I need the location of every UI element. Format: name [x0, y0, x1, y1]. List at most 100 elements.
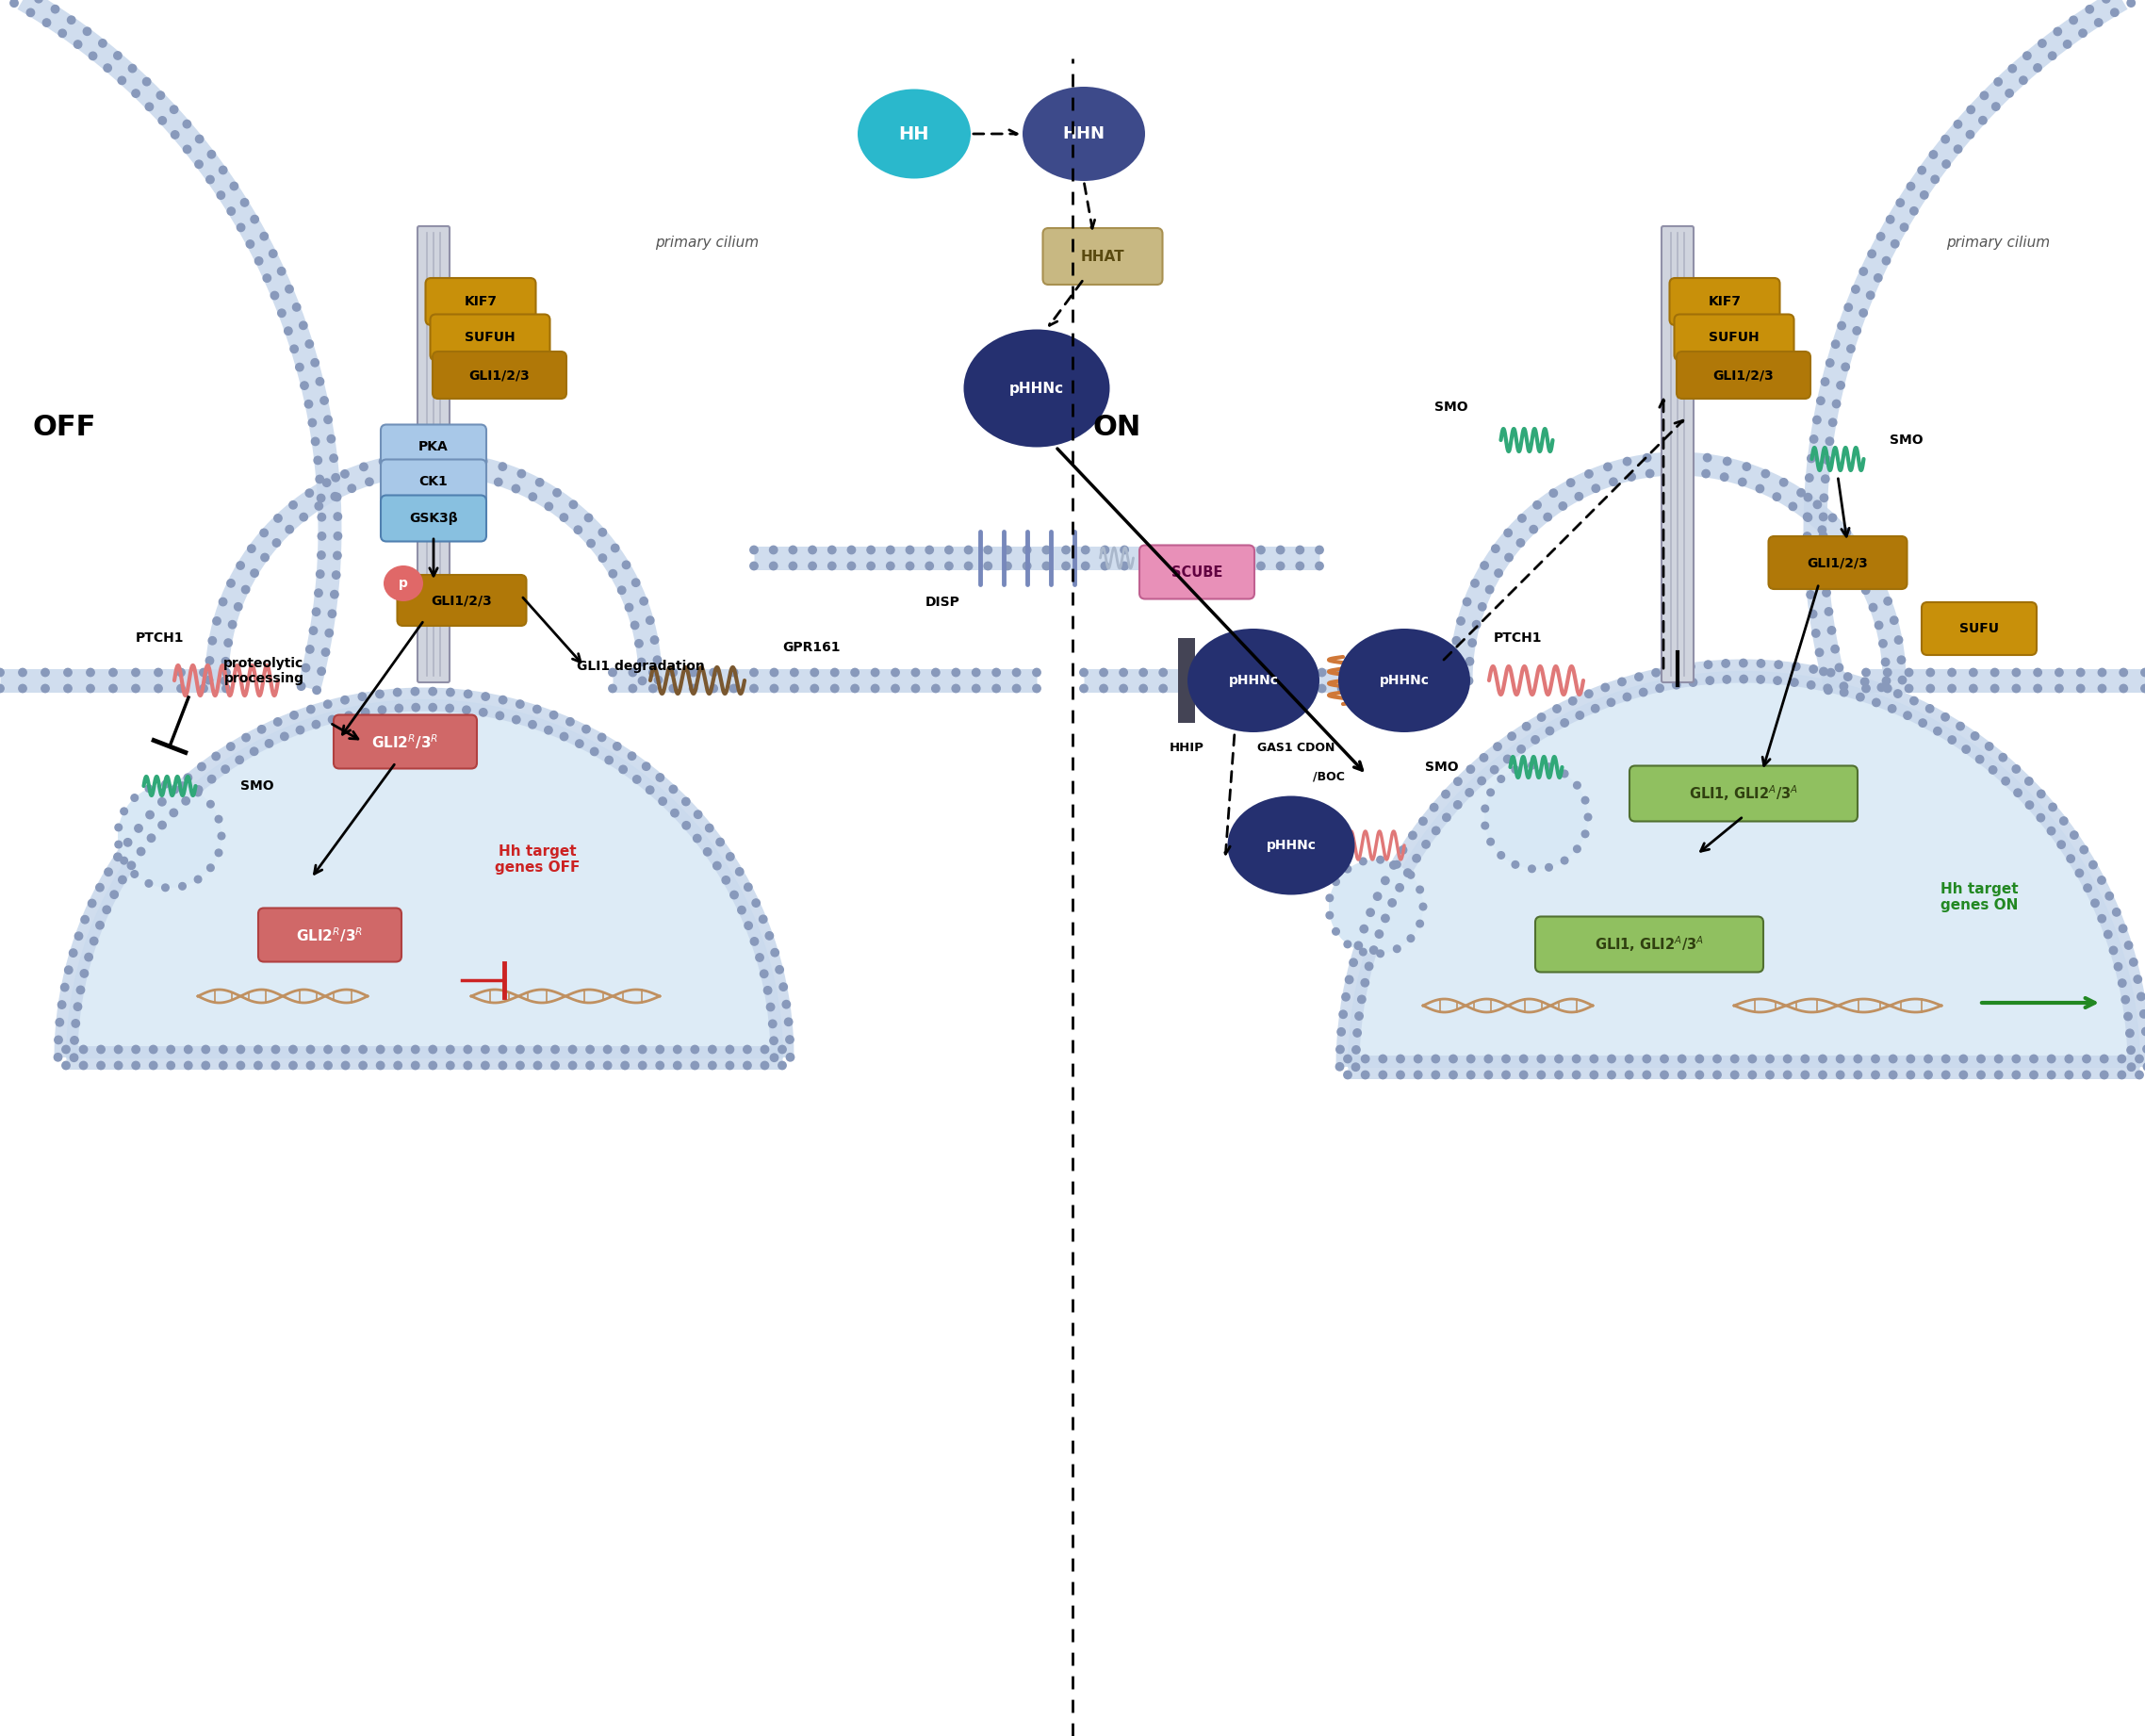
Circle shape — [1806, 474, 1813, 483]
Circle shape — [613, 743, 622, 750]
Circle shape — [828, 545, 837, 554]
Circle shape — [751, 684, 757, 693]
Circle shape — [682, 821, 691, 830]
Circle shape — [650, 668, 656, 677]
Circle shape — [1907, 1071, 1915, 1078]
Circle shape — [751, 562, 757, 569]
Circle shape — [2119, 925, 2128, 932]
Circle shape — [236, 1061, 245, 1069]
Text: DISP: DISP — [924, 595, 959, 609]
Circle shape — [1004, 545, 1012, 554]
Circle shape — [1686, 663, 1695, 670]
Circle shape — [114, 1045, 122, 1054]
Circle shape — [764, 986, 772, 995]
Circle shape — [71, 1036, 79, 1045]
Circle shape — [73, 40, 82, 49]
Circle shape — [1843, 528, 1851, 536]
Circle shape — [1373, 892, 1381, 901]
Circle shape — [1870, 1071, 1879, 1078]
Circle shape — [1396, 1071, 1405, 1078]
Circle shape — [88, 52, 97, 61]
Circle shape — [378, 1045, 384, 1054]
Text: GLI1 degradation: GLI1 degradation — [577, 660, 706, 674]
Circle shape — [227, 743, 234, 750]
Circle shape — [195, 875, 202, 884]
Circle shape — [2083, 1055, 2091, 1062]
Circle shape — [97, 1045, 105, 1054]
FancyBboxPatch shape — [335, 715, 476, 769]
Circle shape — [332, 474, 339, 481]
Text: GLI1, GLI2$^A$/3$^A$: GLI1, GLI2$^A$/3$^A$ — [1688, 783, 1798, 804]
Circle shape — [830, 684, 839, 693]
Circle shape — [167, 1045, 174, 1054]
Circle shape — [1012, 684, 1021, 693]
Circle shape — [127, 861, 135, 870]
Circle shape — [34, 0, 43, 3]
Circle shape — [1501, 1055, 1510, 1062]
Circle shape — [169, 809, 178, 816]
Circle shape — [212, 752, 221, 760]
Circle shape — [755, 953, 764, 962]
Ellipse shape — [1227, 795, 1356, 894]
Circle shape — [1562, 719, 1568, 727]
Circle shape — [931, 684, 940, 693]
Circle shape — [326, 628, 332, 637]
Ellipse shape — [384, 566, 423, 601]
Circle shape — [1791, 663, 1800, 670]
Circle shape — [912, 684, 920, 693]
Circle shape — [178, 882, 187, 891]
Circle shape — [1585, 470, 1594, 477]
Circle shape — [1806, 681, 1815, 689]
Circle shape — [1377, 856, 1384, 863]
Circle shape — [674, 1045, 682, 1054]
Circle shape — [1100, 562, 1109, 569]
Circle shape — [759, 970, 768, 977]
Circle shape — [1836, 382, 1845, 389]
Circle shape — [2104, 930, 2113, 939]
Circle shape — [1978, 1055, 1984, 1062]
Circle shape — [598, 733, 605, 741]
Circle shape — [2057, 840, 2066, 849]
Circle shape — [1765, 1055, 1774, 1062]
Circle shape — [1351, 1045, 1360, 1054]
Circle shape — [1120, 562, 1128, 569]
Circle shape — [1920, 719, 1926, 727]
Circle shape — [1420, 818, 1426, 825]
Circle shape — [64, 668, 71, 677]
Circle shape — [560, 733, 568, 741]
Circle shape — [1883, 257, 1890, 264]
Circle shape — [1819, 526, 1825, 533]
Circle shape — [2134, 976, 2141, 983]
Circle shape — [993, 668, 1000, 677]
Circle shape — [1278, 668, 1287, 677]
Circle shape — [1512, 861, 1519, 868]
Circle shape — [1484, 1071, 1493, 1078]
Circle shape — [457, 470, 465, 477]
Circle shape — [1504, 755, 1512, 764]
Circle shape — [240, 198, 249, 207]
Circle shape — [75, 932, 84, 941]
Circle shape — [779, 1045, 787, 1054]
Circle shape — [1139, 668, 1148, 677]
Circle shape — [2121, 996, 2130, 1003]
Circle shape — [51, 5, 60, 14]
Text: SMO: SMO — [1890, 434, 1924, 446]
Circle shape — [1740, 660, 1748, 667]
Circle shape — [581, 726, 590, 733]
Circle shape — [2006, 89, 2014, 97]
Text: HHAT: HHAT — [1081, 250, 1124, 264]
Circle shape — [628, 752, 635, 760]
Circle shape — [118, 785, 221, 887]
Circle shape — [26, 9, 34, 17]
Circle shape — [1643, 453, 1652, 462]
Circle shape — [178, 668, 184, 677]
Circle shape — [1976, 755, 1984, 764]
Circle shape — [1553, 705, 1562, 713]
Circle shape — [1469, 639, 1476, 648]
Circle shape — [131, 795, 137, 802]
Circle shape — [1139, 545, 1148, 554]
Circle shape — [1478, 602, 1486, 611]
Circle shape — [1986, 743, 1993, 750]
Circle shape — [1199, 545, 1205, 554]
Circle shape — [2091, 899, 2100, 908]
